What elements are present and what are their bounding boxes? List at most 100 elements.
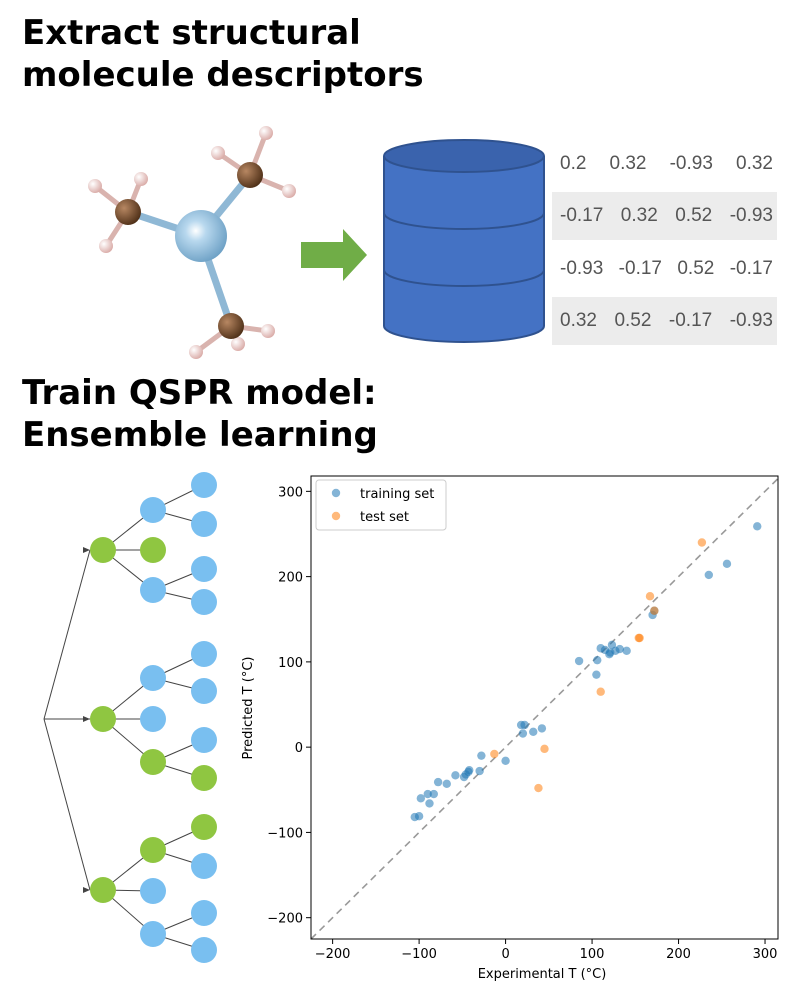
table-cell: -0.17 (668, 310, 713, 331)
scatter-point (650, 606, 659, 615)
scatter-point (423, 789, 432, 799)
chart-legend: training set test set (315, 479, 447, 531)
scatter-point (615, 644, 624, 654)
table-cell: 0.52 (677, 258, 715, 279)
tree-node (140, 921, 166, 947)
section-title-extract-line2: molecule descriptors (22, 55, 424, 95)
table-cell: -0.17 (618, 258, 662, 279)
y-tick-label: −200 (267, 912, 303, 927)
legend-label-training: training set (360, 487, 434, 502)
right-arrow-icon (301, 229, 367, 281)
table-cell: 0.32 (609, 153, 647, 174)
scatter-point (592, 670, 601, 679)
scatter-point (697, 538, 707, 547)
tree-leaf-node (191, 678, 217, 704)
ensemble-trees (43, 472, 217, 963)
tree-leaf-node (191, 937, 217, 963)
tree-node (140, 537, 166, 563)
scatter-point (477, 751, 486, 760)
plot-frame (310, 475, 779, 940)
scatter-point (596, 687, 605, 696)
scatter-point (414, 812, 424, 821)
section-title-extract-line1: Extract structural (22, 13, 361, 53)
tree-arrowhead (83, 887, 90, 893)
scatter-point (433, 777, 443, 787)
tree-leaf-node (191, 853, 217, 879)
y-tick-label: 0 (295, 741, 303, 756)
tree-root-node (90, 537, 116, 563)
scatter-point (635, 633, 644, 643)
tree-leaf-node (191, 814, 217, 840)
tree-root-node (90, 877, 116, 903)
y-tick-label: 200 (278, 571, 303, 586)
scatter-point (534, 783, 543, 793)
table-cell: 0.32 (560, 310, 597, 331)
table-cell: 0.2 (560, 153, 587, 174)
table-cell: -0.17 (729, 258, 773, 279)
test-set-points (490, 538, 707, 793)
x-tick-label: 200 (666, 947, 691, 962)
table-row: 0.2 0.32 -0.93 0.32 (552, 140, 777, 188)
tree-node (140, 665, 166, 691)
scatter-point (704, 570, 714, 580)
table-cell: -0.93 (560, 258, 604, 279)
section-title-extract: Extract structural molecule descriptors (22, 12, 424, 96)
training-set-points (410, 522, 762, 822)
x-tick-label: −100 (401, 947, 437, 962)
scatter-point (622, 646, 631, 655)
table-cell: 0.52 (614, 310, 652, 331)
tree-node (140, 837, 166, 863)
scatter-point (425, 799, 434, 808)
table-cell: -0.93 (729, 205, 773, 226)
tree-leaf-node (191, 727, 217, 753)
scatter-point (520, 720, 529, 730)
y-tick-label: 100 (278, 656, 303, 671)
scatter-point (475, 766, 484, 776)
table-cell: 0.32 (736, 153, 773, 174)
x-tick-label: 0 (501, 947, 509, 962)
table-cell: -0.93 (669, 153, 713, 174)
x-tick-label: 300 (753, 947, 778, 962)
table-row: 0.32 0.52 -0.17 -0.93 (552, 297, 777, 345)
scatter-point (574, 656, 584, 666)
scatter-point (540, 744, 549, 754)
tree-node (140, 577, 166, 603)
legend-box (315, 479, 447, 531)
scatter-point (753, 522, 762, 531)
table-cell: 0.32 (620, 205, 658, 226)
table-row: -0.93 -0.17 0.52 -0.17 (552, 245, 777, 293)
scatter-point (645, 592, 655, 601)
y-tick-label: 300 (278, 485, 303, 500)
table-cell: 0.52 (675, 205, 713, 226)
scatter-point (518, 729, 528, 738)
tree-arrowhead (83, 547, 90, 553)
scatter-point (529, 727, 538, 737)
legend-marker-training (331, 488, 341, 498)
section-title-train: Train QSPR model: Ensemble learning (22, 372, 378, 456)
tree-node (140, 878, 166, 904)
tree-leaf-node (191, 900, 217, 926)
tree-root-node (90, 706, 116, 732)
molecule-model-icon (88, 126, 296, 359)
tree-leaf-node (191, 765, 217, 791)
table-cell: -0.93 (729, 310, 773, 331)
scatter-point (593, 655, 602, 665)
scatter-point (416, 794, 426, 803)
scatter-point (465, 765, 474, 775)
scatter-point (429, 789, 439, 799)
table-cell: -0.17 (560, 205, 604, 226)
scatter-point (537, 724, 547, 733)
tree-leaf-node (191, 641, 217, 667)
legend-marker-test (331, 511, 341, 521)
scatter-point (451, 771, 460, 780)
tree-arrowhead (83, 716, 90, 722)
scatter-point (501, 756, 510, 765)
x-tick-label: −200 (315, 947, 351, 962)
x-tick-label: 100 (580, 947, 605, 962)
section-title-train-line1: Train QSPR model: (22, 373, 377, 413)
reference-line (310, 477, 779, 940)
tree-node (140, 497, 166, 523)
y-axis-label: Predicted T (°C) (241, 657, 256, 760)
